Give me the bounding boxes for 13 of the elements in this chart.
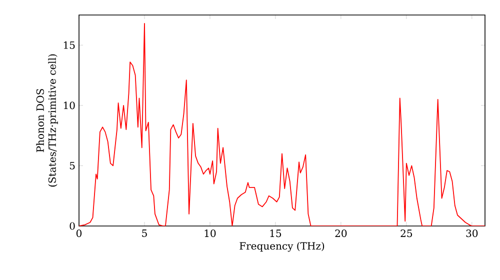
x-axis-title: Frequency (THz)	[240, 242, 324, 252]
x-tick-label: 15	[270, 230, 282, 238]
x-tick-label: 25	[400, 230, 412, 238]
x-tick-label: 20	[335, 230, 347, 238]
y-tick-label: 5	[70, 162, 75, 170]
y-tick-label: 10	[64, 102, 75, 110]
x-tick-label: 30	[466, 230, 478, 238]
x-tick-label: 0	[76, 230, 82, 238]
y-axis-title: Phonon DOS (States/THz·primitive cell)	[36, 54, 58, 187]
x-tick-label: 10	[204, 230, 216, 238]
x-tick-label: 5	[142, 230, 147, 237]
y-tick-label: 0	[70, 222, 75, 230]
y-tick-label: 15	[64, 41, 75, 49]
